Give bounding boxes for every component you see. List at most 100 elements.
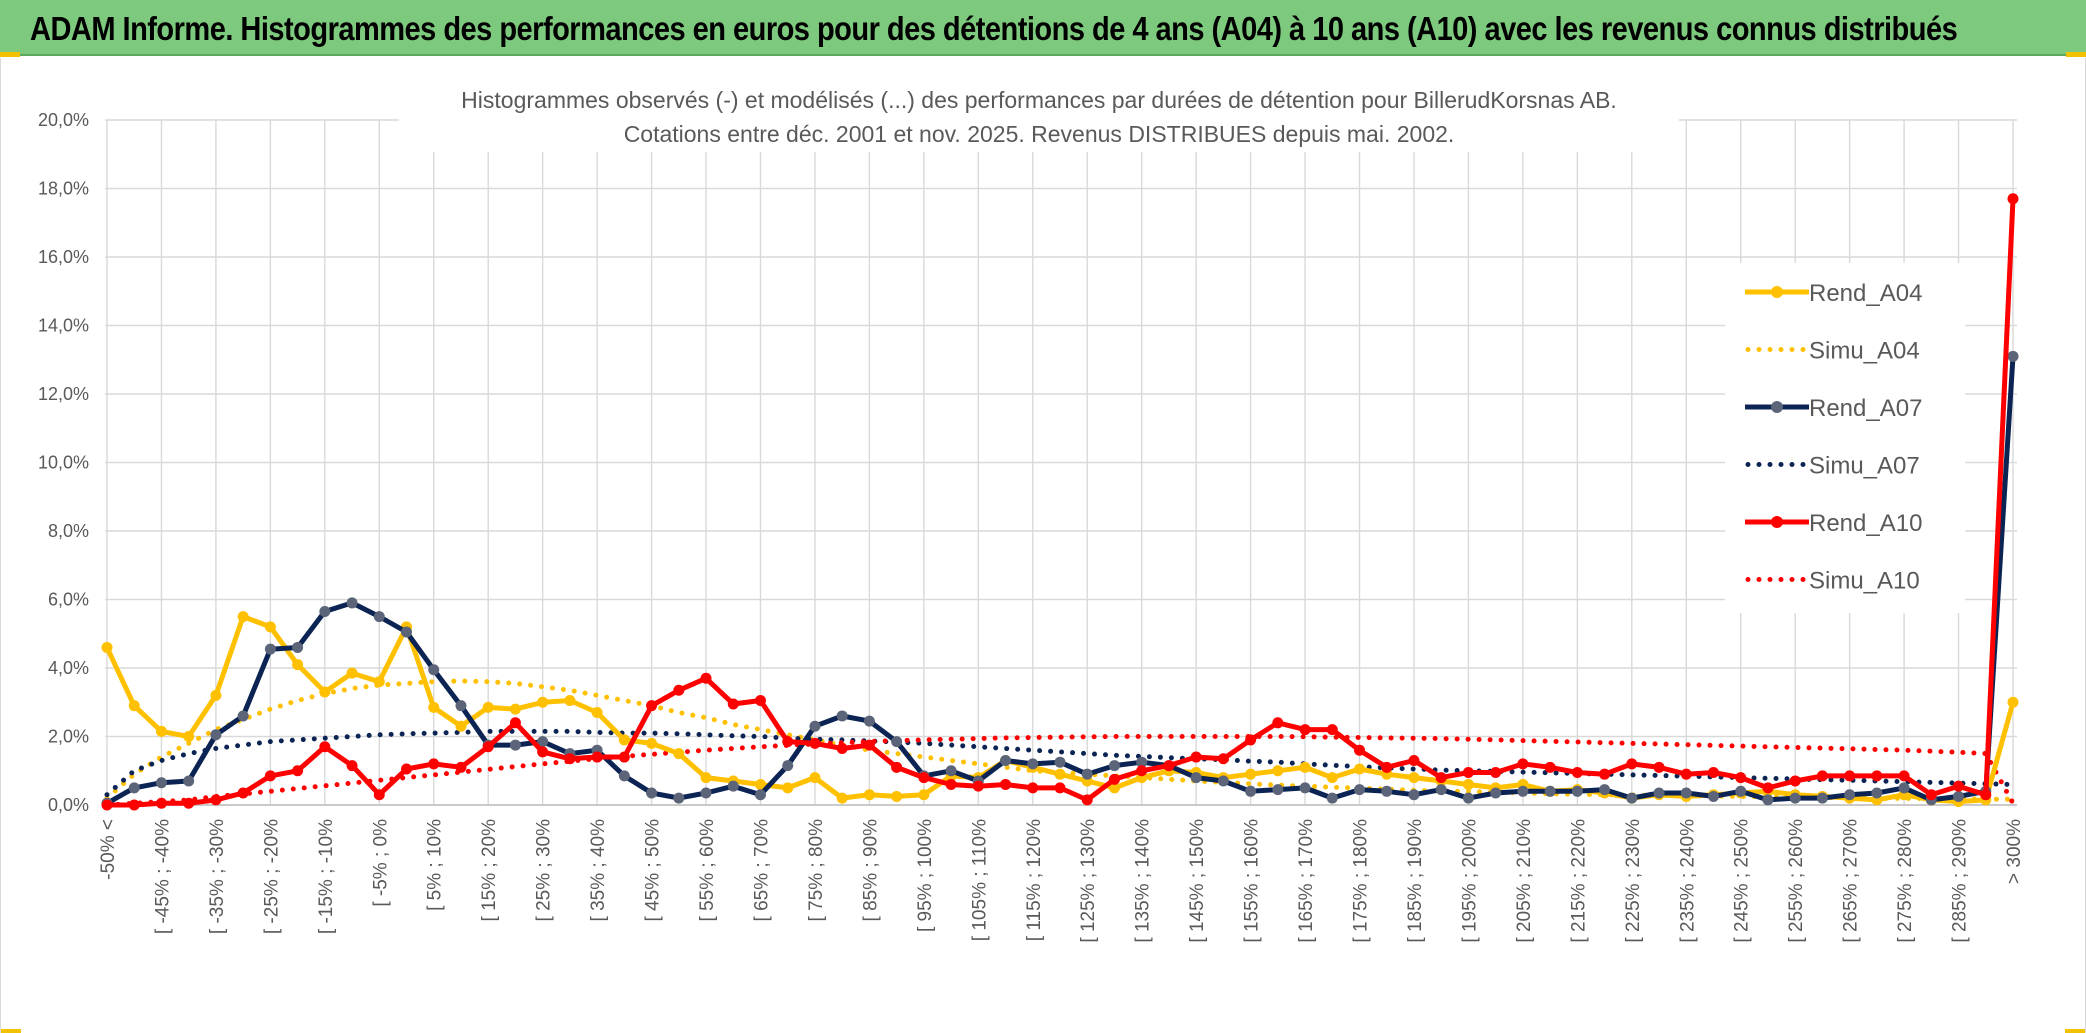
series [101, 193, 2019, 811]
data-point [754, 789, 766, 801]
data-point [1081, 768, 1093, 780]
x-tick-label: [ 225% ; 230% [1623, 819, 1644, 943]
x-tick-label: [ 285% ; 290% [1950, 819, 1971, 943]
data-point [1871, 770, 1883, 782]
series-line-Simu_A07 [104, 728, 2016, 798]
data-point [700, 772, 712, 784]
data-point [1816, 792, 1828, 804]
legend-label: Rend_A04 [1809, 280, 1922, 307]
series-line-Simu_A10 [104, 734, 2016, 808]
legend-item-Simu_A07: Simu_A07 [1745, 453, 1920, 480]
chart-title-line-2: Cotations entre déc. 2001 et nov. 2025. … [624, 121, 1455, 147]
data-point [1136, 756, 1148, 768]
data-point [455, 720, 467, 732]
data-point [1435, 772, 1447, 784]
data-point [1408, 789, 1420, 801]
legend-item-Rend_A07: Rend_A07 [1745, 395, 1922, 422]
legend-label: Simu_A10 [1809, 568, 1920, 595]
legend-marker [1771, 401, 1783, 413]
data-point [183, 797, 195, 809]
data-point [2007, 193, 2019, 205]
y-tick-label: 4,0% [48, 658, 89, 678]
report-title: ADAM Informe. Histogrammes des performan… [30, 10, 1958, 47]
data-point [1054, 756, 1066, 768]
data-point [482, 701, 494, 713]
data-point [1054, 782, 1066, 794]
data-point [1680, 787, 1692, 799]
series-Simu_A07 [104, 728, 2016, 798]
data-point [1544, 785, 1556, 797]
frame-accent-left [1, 1029, 21, 1033]
data-point [1027, 758, 1039, 770]
data-point [401, 763, 413, 775]
data-point [1462, 792, 1474, 804]
data-point [1245, 768, 1257, 780]
data-point [292, 659, 304, 671]
data-point [1000, 778, 1012, 790]
data-point [1707, 790, 1719, 802]
data-point [155, 725, 167, 737]
x-tick-label: [ 275% ; 280% [1895, 819, 1916, 943]
data-point [346, 667, 358, 679]
data-point [1136, 765, 1148, 777]
x-tick-label: [ 265% ; 270% [1841, 819, 1862, 943]
data-point [1571, 766, 1583, 778]
data-point [1190, 751, 1202, 763]
y-tick-label: 16,0% [38, 247, 89, 267]
data-point [1190, 772, 1202, 784]
banner-accent-right [2066, 52, 2086, 57]
data-point [237, 787, 249, 799]
data-point [1953, 780, 1965, 792]
data-point [1326, 724, 1338, 736]
data-point [945, 778, 957, 790]
x-tick-label: [ 5% ; 10% [425, 819, 446, 911]
legend-item-Rend_A04: Rend_A04 [1745, 280, 1922, 307]
x-tick-label: [ 95% ; 100% [915, 819, 936, 932]
data-point [1789, 792, 1801, 804]
data-point [700, 787, 712, 799]
data-point [1381, 785, 1393, 797]
data-point [1844, 770, 1856, 782]
data-point [1000, 754, 1012, 766]
data-point [1462, 778, 1474, 790]
data-point [346, 597, 358, 609]
data-point [1707, 766, 1719, 778]
data-point [373, 676, 385, 688]
data-point [863, 739, 875, 751]
data-point [1571, 785, 1583, 797]
data-point [1490, 766, 1502, 778]
x-tick-label: [ 175% ; 180% [1351, 819, 1372, 943]
data-point [1898, 782, 1910, 794]
data-point [782, 760, 794, 772]
data-point [292, 765, 304, 777]
data-point [1299, 724, 1311, 736]
data-point [1245, 785, 1257, 797]
data-point [1735, 785, 1747, 797]
data-point [646, 787, 658, 799]
x-tick-label: [ 245% ; 250% [1732, 819, 1753, 943]
data-point [1844, 789, 1856, 801]
data-point [1653, 761, 1665, 773]
data-point [509, 717, 521, 729]
data-point [1599, 784, 1611, 796]
data-point [1789, 775, 1801, 787]
data-point [237, 710, 249, 722]
data-point [346, 760, 358, 772]
data-point [319, 686, 331, 698]
data-point [1354, 744, 1366, 756]
report-banner: ADAM Informe. Histogrammes des performan… [0, 0, 2086, 57]
y-axis: 0,0% 2,0% 4,0% 6,0% 8,0% 10,0% 12,0% 14,0% 16,0%… [38, 110, 89, 815]
legend-item-Simu_A10: Simu_A10 [1745, 568, 1920, 595]
data-point [1626, 792, 1638, 804]
x-tick-label: [ 195% ; 200% [1459, 819, 1480, 943]
frame-accent-right [2065, 1029, 2085, 1033]
x-tick-label: > 300% [2004, 819, 2025, 884]
data-point [1381, 761, 1393, 773]
chart-frame: Histogrammes observés (-) et modélisés (… [0, 58, 2086, 1033]
x-tick-label: -50% < [98, 819, 119, 880]
x-tick-label: [ -25% ; -20% [261, 819, 282, 934]
banner-accent-left [0, 52, 20, 57]
data-point [1108, 773, 1120, 785]
data-point [292, 641, 304, 653]
data-point [1544, 761, 1556, 773]
